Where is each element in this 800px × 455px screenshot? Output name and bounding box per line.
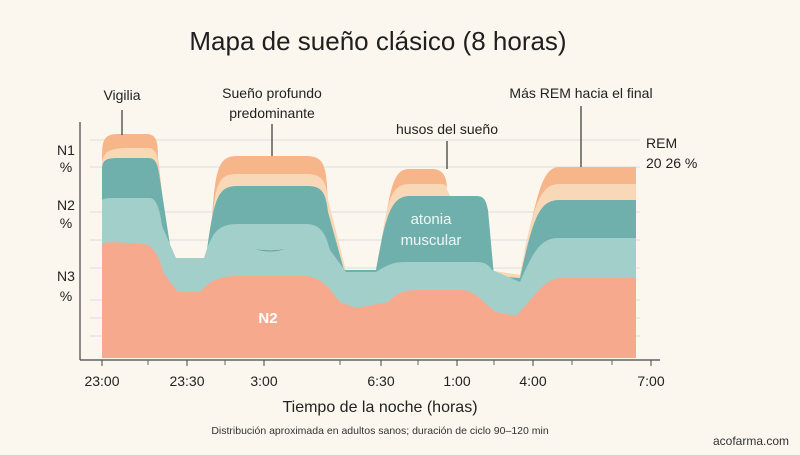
rem-label: REM bbox=[646, 135, 677, 151]
annotation-deep-sleep-line2: predominante bbox=[229, 105, 315, 121]
region-label-muscular: muscular bbox=[401, 232, 462, 249]
y-label-n1-unit: % bbox=[60, 159, 72, 175]
x-tick-label: 4:00 bbox=[519, 373, 546, 389]
spindle-mark bbox=[255, 249, 285, 252]
x-axis-title: Tiempo de la noche (horas) bbox=[282, 399, 477, 416]
y-label-n1: N1 bbox=[57, 142, 75, 158]
region-label-atonia: atonia bbox=[411, 211, 453, 228]
x-tick-label: 7:00 bbox=[637, 373, 664, 389]
x-tick-label: 6:30 bbox=[367, 373, 394, 389]
annotation-vigilia: Vigilia bbox=[103, 87, 140, 103]
x-tick-label: 3:00 bbox=[250, 373, 277, 389]
rem-label-percent: 20 26 % bbox=[646, 155, 697, 171]
x-tick-label: 23:00 bbox=[84, 373, 119, 389]
region-label-n2: N2 bbox=[258, 310, 277, 327]
n3-salmon-area bbox=[102, 242, 636, 358]
y-label-n3-unit: % bbox=[60, 288, 72, 304]
x-tick-label: 23:30 bbox=[169, 373, 204, 389]
y-label-n2: N2 bbox=[57, 197, 75, 213]
x-tick-label: 1:00 bbox=[443, 373, 470, 389]
y-label-n2-unit: % bbox=[60, 215, 72, 231]
annotation-deep-sleep-line1: Sueño profundo bbox=[222, 85, 322, 101]
chart-caption: Distribución aproximada en adultos sanos… bbox=[211, 425, 549, 437]
watermark: acofarma.com bbox=[713, 434, 789, 448]
x-ticks: 23:00 23:30 3:00 6:30 1:00 4:00 7:00 bbox=[84, 360, 665, 389]
annotation-more-rem: Más REM hacia el final bbox=[509, 85, 652, 101]
annotation-spindles: husos del sueño bbox=[396, 121, 498, 137]
sleep-stage-areas bbox=[102, 134, 636, 358]
y-label-n3: N3 bbox=[57, 268, 75, 284]
page-title: Mapa de sueño clásico (8 horas) bbox=[189, 26, 566, 56]
